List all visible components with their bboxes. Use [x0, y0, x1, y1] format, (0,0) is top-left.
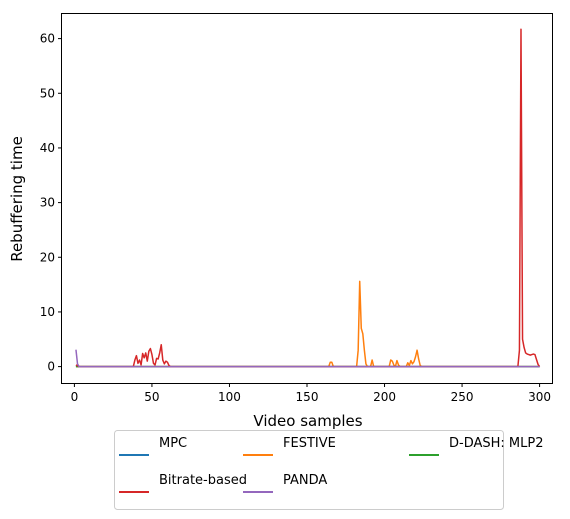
x-tick-label: 50	[144, 390, 159, 404]
plot-area: 0 50 100 150 200 250 300 0 10 20 30 40 50 60	[40, 13, 553, 404]
legend-label-panda: PANDA	[283, 473, 327, 488]
y-tick-label: 0	[47, 360, 55, 374]
y-tick-label: 20	[40, 250, 55, 264]
plot-frame	[61, 13, 553, 384]
series-line-panda	[75, 349, 540, 368]
x-tick-label: 100	[218, 390, 241, 404]
legend-label-mpc: MPC	[159, 436, 187, 451]
series-line-bitrate-based	[75, 28, 541, 368]
legend-label-d-dash-mlp2: D-DASH: MLP2	[449, 436, 544, 451]
x-tick-label: 200	[373, 390, 396, 404]
series-lines	[75, 28, 541, 368]
y-tick-label: 30	[40, 196, 55, 210]
y-tick-label: 50	[40, 86, 55, 100]
x-tick-label: 150	[296, 390, 319, 404]
y-tick-label: 40	[40, 141, 55, 155]
legend-box	[114, 430, 504, 510]
x-axis-ticks: 0 50 100 150 200 250 300	[71, 383, 551, 404]
y-tick-label: 10	[40, 305, 55, 319]
y-axis-label: Rebuffering time	[8, 136, 26, 262]
x-tick-label: 250	[451, 390, 474, 404]
x-axis-label: Video samples	[253, 412, 362, 430]
y-axis-ticks: 0 10 20 30 40 50 60	[40, 32, 62, 374]
x-tick-label: 300	[528, 390, 551, 404]
legend-items: MPC FESTIVE D-DASH: MLP2 Bitrate-based PANDA	[119, 436, 544, 493]
legend-label-bitrate-based: Bitrate-based	[159, 473, 247, 488]
legend-label-festive: FESTIVE	[283, 436, 336, 451]
series-line-festive	[75, 280, 540, 368]
x-tick-label: 0	[71, 390, 79, 404]
y-tick-label: 60	[40, 32, 55, 46]
legend: MPC FESTIVE D-DASH: MLP2 Bitrate-based PANDA	[114, 430, 544, 510]
